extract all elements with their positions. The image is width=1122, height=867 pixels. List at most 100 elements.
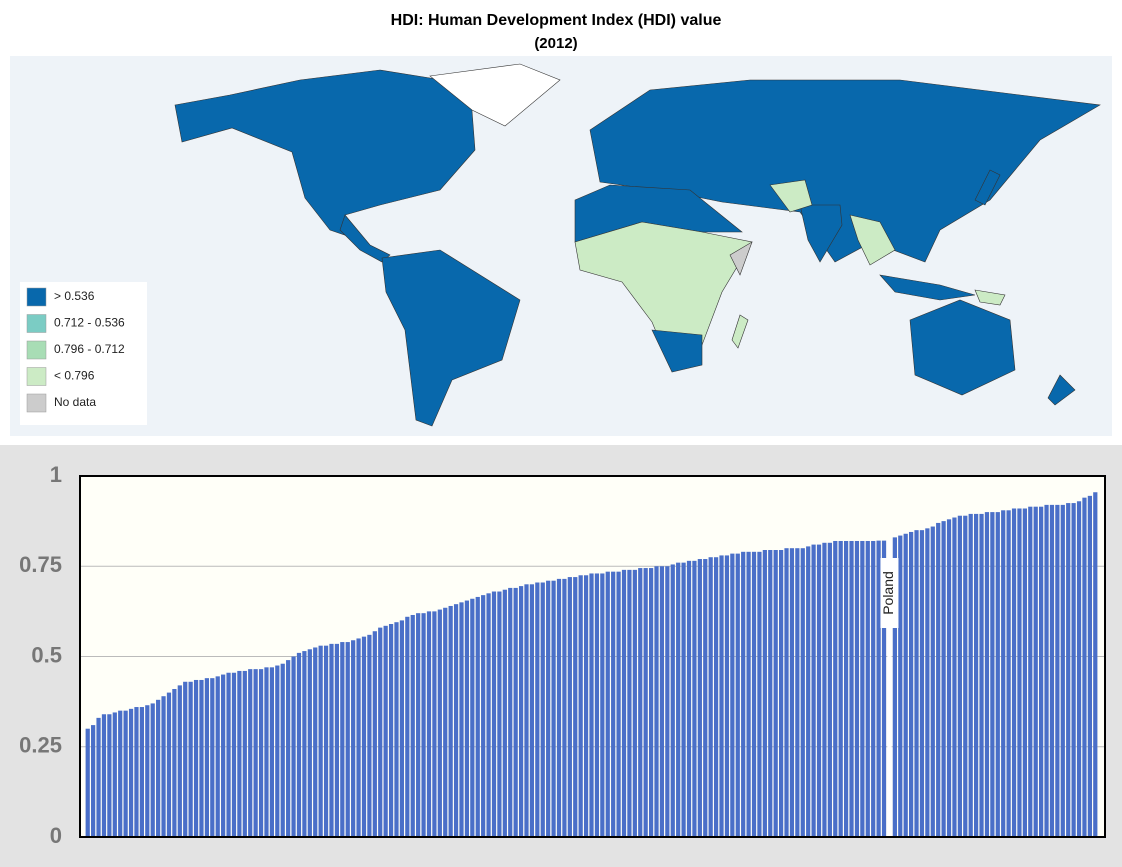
bar [665,566,670,837]
bar [578,575,583,837]
bar [778,550,784,837]
bar [616,571,621,837]
bar [611,571,616,837]
bar [231,672,237,837]
bar [589,573,594,837]
bar [518,586,524,837]
central-asia [769,179,813,213]
bar [1006,510,1011,837]
bar [914,530,919,837]
bar [150,703,155,837]
legend-label: No data [54,395,96,409]
bar [724,555,730,837]
bar [128,708,134,837]
bar [1082,497,1087,837]
bar [329,643,334,837]
bar [903,533,908,837]
bar [529,584,535,837]
bar-label: Poland [880,571,896,615]
bar [600,573,605,837]
bar [676,562,681,837]
bar [713,557,719,837]
bar [464,600,470,837]
bar [161,696,166,837]
bar [307,649,312,837]
bar [768,550,773,837]
bar [627,569,632,837]
legend-label: > 0.536 [54,289,95,303]
japan [974,169,1001,206]
bar [204,678,210,837]
bar [936,522,941,837]
bar [800,548,805,837]
bar [193,679,199,837]
bar [1028,506,1033,837]
bar [773,550,778,837]
bar [708,557,713,837]
bar [139,707,144,837]
bar [1033,506,1038,837]
bar [876,540,881,837]
bar [632,569,637,837]
bar [686,560,692,837]
plot-border [79,475,1106,838]
bar [394,622,399,837]
bar [909,531,914,837]
bar [1076,501,1082,837]
bar [524,584,529,837]
bar [264,667,269,837]
bar [556,578,562,837]
bar [1055,504,1060,837]
bar [654,566,659,837]
bar [979,513,984,837]
bar [215,676,220,837]
bar [746,551,751,837]
bar-label-bg [880,558,899,628]
bar [210,678,215,837]
y-tick-label: 0 [50,823,62,848]
legend-swatch [26,314,47,333]
bar [697,559,702,837]
bar [302,651,307,837]
australia [909,299,1016,396]
bar [816,544,822,837]
bar [881,540,887,837]
bar [459,602,464,837]
bar [475,596,480,837]
bar [1066,503,1071,837]
bar [1093,492,1098,837]
legend-label: 0.712 - 0.536 [54,316,125,330]
central-america [339,214,391,263]
new-zealand [1047,374,1076,406]
bar [648,568,654,837]
bar [551,580,556,837]
bar [984,512,990,837]
bar [757,551,762,837]
bar [497,591,502,837]
bar [784,548,789,837]
bar [107,714,112,837]
bar [681,562,686,837]
legend-label: < 0.796 [54,369,95,383]
horn-of-africa [729,241,753,276]
bar [703,559,708,837]
bar [237,670,242,837]
bar [513,587,518,837]
bar [112,712,117,837]
bar [1011,508,1017,837]
bar [421,613,426,837]
bar [811,544,816,837]
bar [860,540,865,837]
bar [166,692,172,837]
new-guinea [974,289,1006,306]
bar [546,580,551,837]
bar [134,707,139,837]
bar [730,553,735,837]
bar [892,537,897,837]
bar [508,587,513,837]
bar [437,609,442,837]
bar [594,573,600,837]
bar [670,564,675,837]
bar [258,669,264,837]
bar [340,642,345,837]
